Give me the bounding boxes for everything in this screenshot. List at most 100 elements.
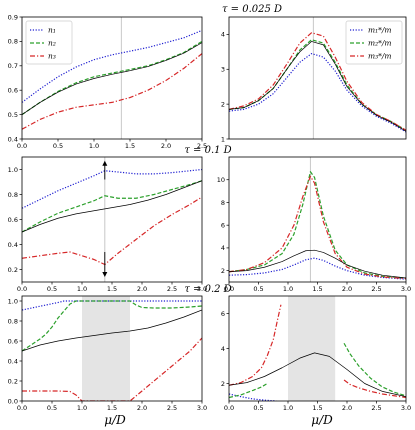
shaded-region: [82, 296, 130, 401]
series-line-ref: [22, 180, 202, 233]
series-line-n2-b: [343, 342, 406, 397]
x-axis-label-left: μ/D: [104, 413, 126, 427]
y-tick-label: 3: [221, 66, 225, 74]
x-tick-label: 3.0: [197, 404, 207, 412]
legend: n₁ n₂ n₃: [25, 20, 73, 65]
series-line-m-m: [229, 53, 406, 133]
x-tick-label: 2.5: [371, 285, 381, 293]
x-tick-label: 2.0: [137, 285, 147, 293]
y-tick-label: 4: [221, 244, 225, 252]
x-axis-label-right: μ/D: [311, 413, 333, 427]
y-tick-label: 6: [221, 221, 225, 229]
x-tick-label: 2.5: [167, 285, 177, 293]
x-tick-label: 1.0: [89, 142, 99, 150]
legend-entry-n3: m₃*/m: [368, 52, 392, 61]
x-tick-label: 1.0: [77, 404, 87, 412]
series-line-n3: [22, 337, 202, 401]
x-tick-label: 1.0: [283, 285, 293, 293]
x-tick-label: 0.5: [47, 285, 57, 293]
y-tick-label: 0.4: [8, 241, 18, 249]
series-line-m-m: [229, 32, 406, 131]
y-tick-label: 0.8: [8, 38, 18, 46]
series-line-n: [22, 40, 202, 116]
panel-1-0: 0.0 0.5 1.0 1.5 2.0 2.5 3.0 0.2 0.4 0.6 0.8 1.0: [8, 156, 207, 293]
panel-2-0: 0.0 0.5 1.0 1.5 2.0 2.5 3.0 0.0 0.2 0.4 0.6 0.8 1.0: [8, 295, 207, 412]
row-title-2: τ = 0.2 D: [184, 284, 231, 295]
y-tick-label: 0.7: [8, 62, 18, 70]
series-line-n1: [22, 300, 202, 311]
x-tick-label: 0.5: [253, 285, 263, 293]
y-tick-label: 1: [221, 135, 225, 143]
chart-panels: 0.0 0.5 1.0 1.5 2.0 2.5 0.4 0.5 0.6 0.7 0.8 0.9 n₁ n₂…: [8, 13, 412, 412]
x-tick-label: 1.0: [283, 404, 293, 412]
legend-box: [25, 20, 73, 65]
y-tick-label: 0.6: [8, 87, 18, 95]
panel-1-1: 0.0 0.5 1.0 1.5 2.0 2.5 3.0 2 4 6 8 10: [217, 156, 411, 293]
x-tick-label: 3.0: [401, 285, 411, 293]
legend-box: [345, 20, 403, 65]
x-tick-label: 0.0: [17, 285, 27, 293]
series-line-ref: [229, 352, 406, 397]
x-tick-label: 0.5: [53, 142, 63, 150]
y-tick-label: 1.0: [8, 297, 18, 305]
x-tick-label: 1.0: [77, 285, 87, 293]
y-tick-label: 2: [221, 380, 225, 388]
panel-0-1: 1 2 3 4 m₁*/m m₂*/m m₃*/m: [221, 16, 407, 143]
series-line-n2: [22, 180, 202, 233]
x-tick-label: 0.0: [224, 285, 234, 293]
series-line-n1: [229, 257, 406, 280]
y-tick-label: 0.9: [8, 13, 18, 21]
x-tick-label: 2.5: [197, 142, 207, 150]
y-tick-label: 0.2: [8, 377, 18, 385]
y-tick-label: 2: [221, 267, 225, 275]
x-tick-label: 1.5: [107, 404, 117, 412]
legend-entry-n1: n₁: [48, 26, 56, 35]
panel-0-0: 0.0 0.5 1.0 1.5 2.0 2.5 0.4 0.5 0.6 0.7 0.8 0.9 n₁ n₂…: [8, 13, 208, 150]
legend: m₁*/m m₂*/m m₃*/m: [345, 20, 403, 65]
y-tick-label: 1.0: [8, 166, 18, 174]
y-tick-label: 0.5: [8, 111, 18, 119]
x-tick-label: 2.0: [137, 404, 147, 412]
annotation-arrowhead-0: [102, 160, 108, 166]
y-tick-label: 2: [221, 100, 225, 108]
legend-entry-n2: m₂*/m: [368, 39, 392, 48]
legend-entry-n1: m₁*/m: [368, 26, 392, 35]
series-line-n: [22, 53, 202, 130]
y-tick-label: 0.0: [8, 397, 18, 405]
legend-entry-n2: n₂: [48, 39, 56, 48]
x-tick-label: 0.0: [17, 404, 27, 412]
axes-frame: [21, 156, 203, 283]
y-tick-label: 6: [221, 310, 225, 318]
y-tick-label: 0.8: [8, 317, 18, 325]
x-tick-label: 3.0: [197, 285, 207, 293]
axes-frame: [228, 156, 407, 283]
series-line-n3-b: [343, 379, 406, 399]
x-tick-label: 3.0: [401, 404, 411, 412]
series-line-ref: [229, 41, 406, 132]
x-tick-label: 0.5: [47, 404, 57, 412]
x-tick-label: 1.5: [312, 404, 322, 412]
series-line-n2: [22, 300, 202, 352]
x-tick-label: 0.5: [253, 404, 263, 412]
y-tick-label: 4: [221, 345, 225, 353]
y-tick-label: 0.6: [8, 337, 18, 345]
legend-entry-n3: n₃: [48, 52, 56, 61]
y-tick-label: 0.4: [8, 135, 18, 143]
series-line-n: [22, 29, 202, 103]
y-tick-label: 0.6: [8, 216, 18, 224]
x-tick-label: 2.5: [371, 404, 381, 412]
axes-frame: [228, 16, 407, 140]
row-title-0: τ = 0.025 D: [222, 4, 282, 15]
row-title-1: τ = 0.1 D: [184, 145, 231, 156]
y-tick-label: 10: [217, 176, 225, 184]
series-line-n3: [229, 304, 282, 386]
x-tick-label: 2.0: [342, 285, 352, 293]
y-tick-label: 8: [221, 199, 225, 207]
x-tick-label: 0.0: [224, 404, 234, 412]
series-line-n3: [229, 175, 406, 280]
series-line-ref: [229, 249, 406, 279]
series-line-n2: [229, 382, 268, 399]
series-line-n2: [229, 171, 406, 279]
series-line-n1: [229, 393, 277, 401]
